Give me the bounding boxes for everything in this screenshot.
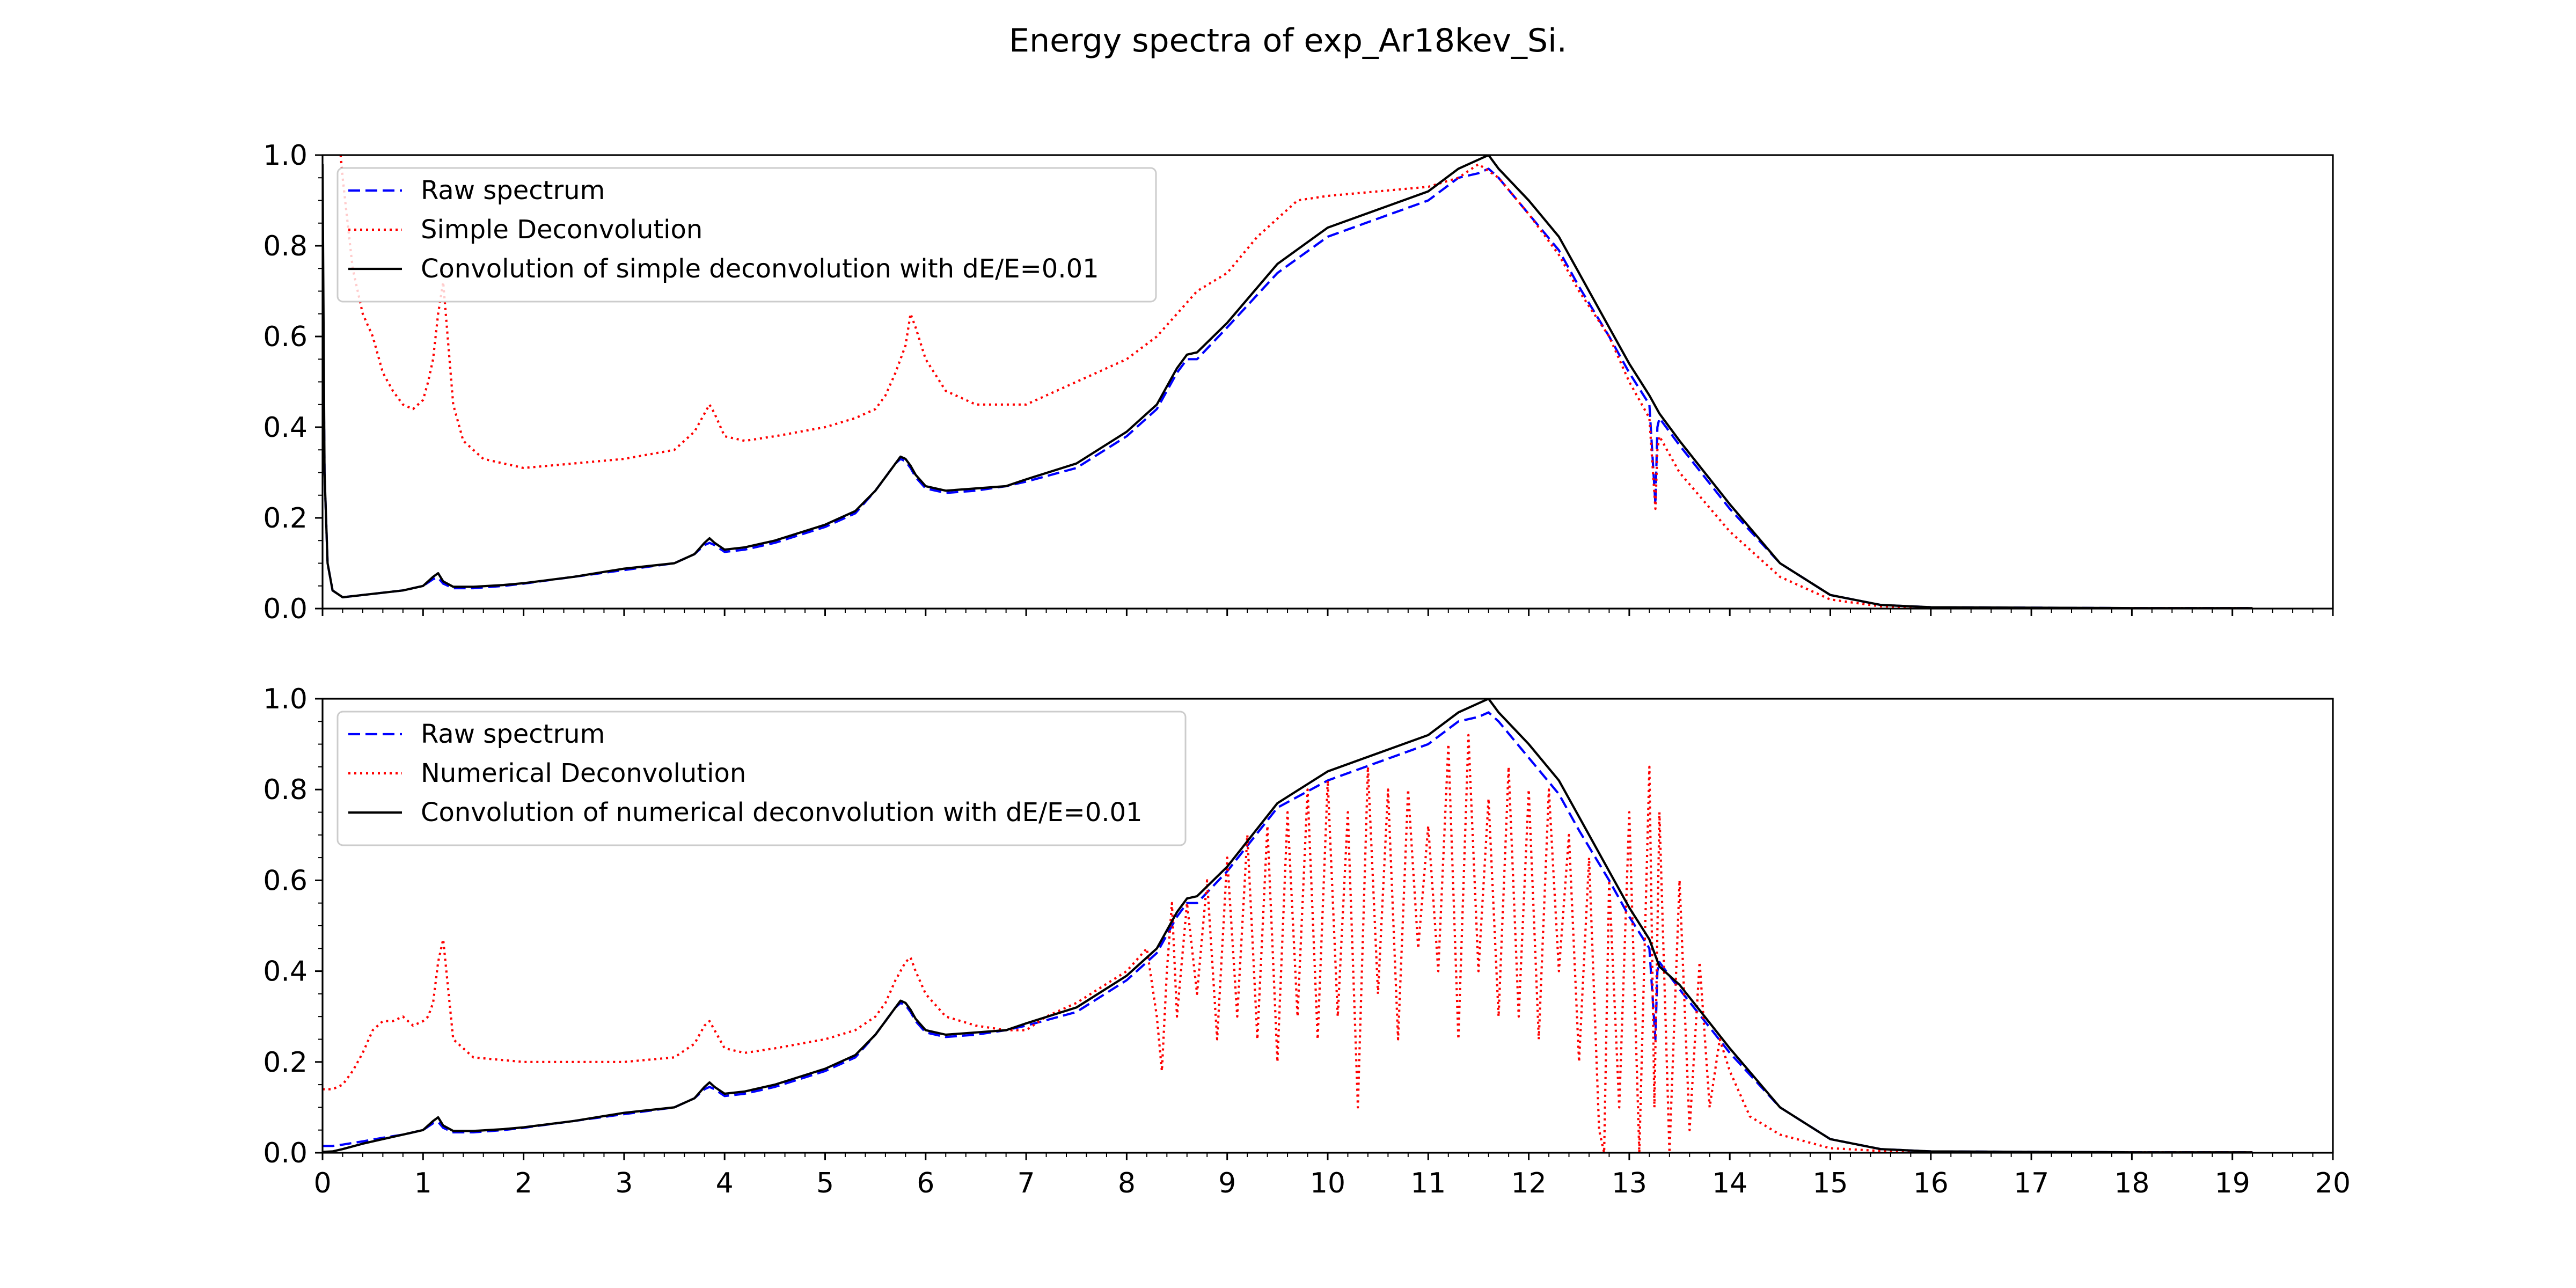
legend-box [336,711,1187,846]
y-tick-label: 0.8 [263,774,308,806]
y-tick-label: 0.4 [263,956,308,988]
legend: Raw spectrum Numerical Deconvolution Convo… [336,711,1187,846]
y-tick-label: 1.0 [263,683,308,715]
x-tick-label: 15 [1812,1167,1848,1199]
x-tick-label: 16 [1913,1167,1949,1199]
x-tick-label: 1 [414,1167,432,1199]
series-line-3 [323,155,2253,609]
subplot-1: 0.0 0.2 0.4 0.6 0.8 1.0 Raw spectrum Simple Dec… [263,140,2334,625]
legend-label: Numerical Deconvolution [421,758,746,788]
y-tick-label: 0.2 [263,1046,308,1079]
subplot-2: 0.00.20.40.60.81.00 1 2 3 4 5 6 7 8 9 10 11 12 13 14 15… [263,683,2351,1199]
x-tick-label: 9 [1218,1167,1236,1199]
legend-label: Convolution of numerical deconvolution w… [421,797,1143,828]
figure-title: Energy spectra of exp_Ar18kev_Si. [1009,22,1567,60]
x-tick-label: 6 [917,1167,934,1199]
y-tick-label: 0.2 [263,502,308,535]
x-tick-label: 5 [816,1167,834,1199]
x-tick-label: 2 [515,1167,532,1199]
series-line-1 [323,167,2253,609]
series-line-2 [339,155,2253,609]
x-tick-label: 0 [313,1167,331,1199]
series-lines [323,699,2253,1153]
x-tick-label: 17 [2014,1167,2049,1199]
x-tick-label: 14 [1712,1167,1747,1199]
x-tick-label: 20 [2315,1167,2351,1199]
y-tick-label: 0.8 [263,230,308,262]
legend-label: Raw spectrum [421,175,605,206]
y-tick-label: 0.6 [263,321,308,353]
x-tick-label: 18 [2114,1167,2149,1199]
x-tick-label: 8 [1118,1167,1136,1199]
y-tick-label: 0.6 [263,865,308,897]
legend-label: Simple Deconvolution [421,215,702,245]
x-tick-label: 3 [615,1167,633,1199]
x-tick-label: 12 [1511,1167,1547,1199]
y-tick-label: 0.0 [263,593,308,625]
series-lines [323,155,2253,609]
x-tick-label: 10 [1310,1167,1345,1199]
panels: 0.0 0.2 0.4 0.6 0.8 1.0 Raw spectrum Simple Dec… [263,140,2351,1199]
y-tick-label: 1.0 [263,140,308,172]
legend-box [336,167,1157,303]
legend-label: Convolution of simple deconvolution with… [421,254,1099,284]
y-tick-label: 0.4 [263,412,308,444]
x-tick-label: 7 [1018,1167,1035,1199]
x-tick-label: 19 [2215,1167,2250,1199]
y-tick-label: 0.0 [263,1137,308,1169]
x-tick-label: 13 [1612,1167,1647,1199]
legend: Raw spectrum Simple Deconvolution Convolut… [336,167,1157,303]
series-line-2 [323,734,2253,1153]
series-line-3 [323,699,2253,1153]
x-tick-label: 4 [716,1167,734,1199]
legend-label: Raw spectrum [421,719,605,749]
x-tick-label: 11 [1410,1167,1446,1199]
